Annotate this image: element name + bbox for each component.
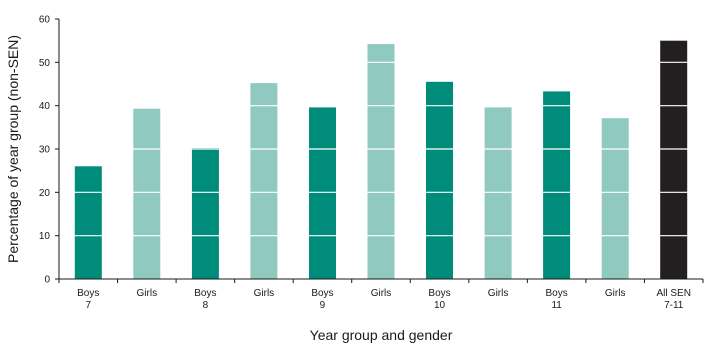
- x-tick-label: Boys: [311, 288, 333, 299]
- bar-2: [133, 108, 161, 279]
- bar-10: [601, 118, 629, 279]
- x-tick-sublabel: 7: [85, 300, 91, 311]
- x-tick-sublabel: 10: [434, 300, 446, 311]
- x-tick-label: Boys: [194, 288, 216, 299]
- x-tick-label: All SEN: [657, 288, 691, 299]
- x-tick-label: Girls: [137, 288, 158, 299]
- y-tick-label: 10: [39, 231, 51, 242]
- bar-4: [250, 83, 278, 279]
- x-tick-sublabel: 9: [320, 300, 326, 311]
- bars-group: [74, 40, 688, 280]
- bar-7: [426, 81, 453, 279]
- x-tick-label: Boys: [546, 288, 568, 299]
- bar-5: [309, 107, 336, 280]
- y-tick-label: 40: [39, 101, 51, 112]
- x-axis-title: Year group and gender: [310, 327, 453, 343]
- bar-1: [74, 166, 102, 279]
- x-tick-label: Girls: [488, 288, 509, 299]
- bar-11: [660, 40, 688, 280]
- x-tick-sublabel: 11: [551, 300, 562, 311]
- y-tick-label: 0: [44, 275, 50, 286]
- x-tick-sublabel: 7-11: [664, 300, 684, 311]
- y-ticks-group: 0 10 20 30 40 50 60: [39, 15, 59, 286]
- y-tick-label: 60: [39, 15, 51, 26]
- gridlines-group: [60, 61, 703, 237]
- x-tick-label: Boys: [77, 288, 99, 299]
- bar-6: [367, 44, 395, 279]
- x-tick-sublabel: 8: [203, 300, 209, 311]
- y-tick-label: 50: [39, 58, 51, 69]
- x-tick-label: Boys: [428, 288, 450, 299]
- x-tick-label: Girls: [605, 288, 626, 299]
- bar-3: [191, 148, 219, 279]
- x-tick-label: Girls: [254, 288, 275, 299]
- bar-8: [484, 107, 512, 280]
- y-tick-label: 30: [39, 145, 51, 156]
- bar-9: [543, 91, 571, 280]
- y-axis-title: Percentage of year group (non-SEN): [5, 35, 21, 263]
- y-tick-label: 20: [39, 188, 51, 199]
- x-tick-label: Girls: [371, 288, 392, 299]
